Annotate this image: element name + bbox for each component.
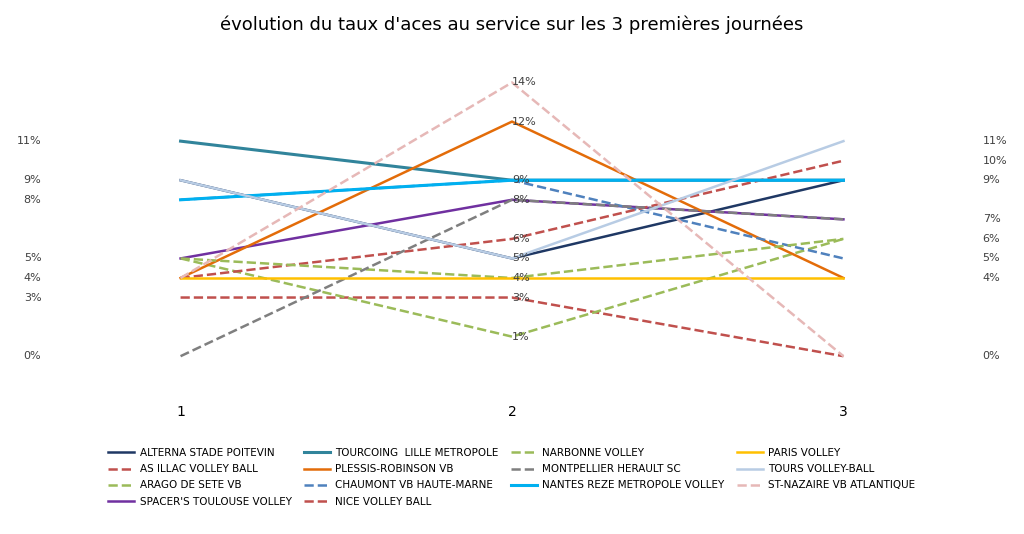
Legend: ALTERNA STADE POITEVIN, AS ILLAC VOLLEY BALL, ARAGO DE SETE VB, SPACER'S TOULOUS: ALTERNA STADE POITEVIN, AS ILLAC VOLLEY … — [103, 443, 921, 512]
Text: 6%: 6% — [983, 234, 1000, 244]
Text: 12%: 12% — [512, 116, 537, 127]
Text: 7%: 7% — [983, 214, 1000, 224]
Text: 6%: 6% — [512, 234, 529, 244]
Text: 4%: 4% — [983, 273, 1000, 283]
Text: 5%: 5% — [512, 254, 529, 263]
Text: 9%: 9% — [24, 175, 41, 185]
Text: 8%: 8% — [24, 195, 41, 205]
Text: 10%: 10% — [983, 156, 1008, 166]
Text: 1%: 1% — [512, 332, 529, 342]
Text: 3%: 3% — [512, 293, 529, 303]
Text: 3%: 3% — [24, 293, 41, 303]
Text: 11%: 11% — [16, 136, 41, 146]
Text: 0%: 0% — [983, 351, 1000, 361]
Text: 0%: 0% — [24, 351, 41, 361]
Text: 8%: 8% — [512, 195, 529, 205]
Text: 14%: 14% — [512, 77, 537, 88]
Text: 4%: 4% — [24, 273, 41, 283]
Text: 4%: 4% — [512, 273, 529, 283]
Title: évolution du taux d'aces au service sur les 3 premières journées: évolution du taux d'aces au service sur … — [220, 15, 804, 34]
Text: 5%: 5% — [24, 254, 41, 263]
Text: 9%: 9% — [983, 175, 1000, 185]
Text: 11%: 11% — [983, 136, 1008, 146]
Text: 9%: 9% — [512, 175, 529, 185]
Text: 5%: 5% — [983, 254, 1000, 263]
